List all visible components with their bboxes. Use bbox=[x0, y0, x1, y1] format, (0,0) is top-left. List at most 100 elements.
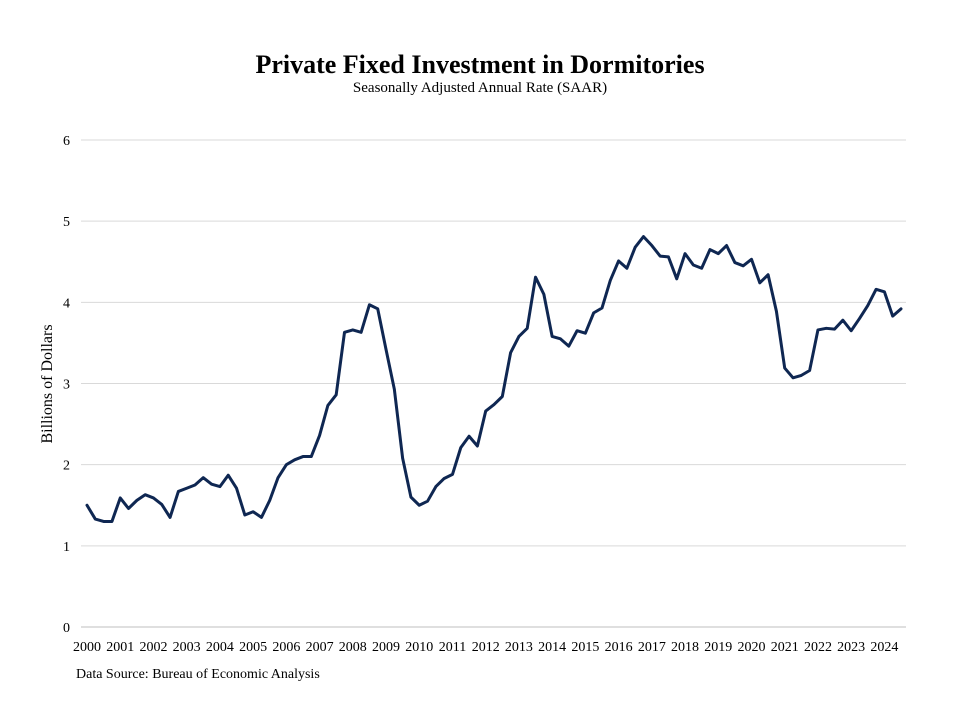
x-tick-label: 2024 bbox=[870, 640, 898, 655]
series-line bbox=[85, 235, 903, 523]
data-point bbox=[318, 434, 321, 437]
data-point bbox=[85, 504, 89, 507]
data-point bbox=[783, 366, 786, 370]
data-point bbox=[418, 504, 421, 507]
data-point bbox=[260, 516, 263, 519]
x-tick-label: 2009 bbox=[372, 640, 400, 655]
x-tick-label: 2002 bbox=[139, 640, 167, 655]
data-point bbox=[467, 435, 471, 438]
data-point bbox=[517, 335, 521, 338]
x-tick-label: 2014 bbox=[538, 640, 566, 655]
x-tick-label: 2017 bbox=[638, 640, 666, 655]
data-point bbox=[791, 376, 795, 380]
data-point bbox=[484, 409, 487, 413]
data-point bbox=[301, 455, 305, 458]
data-point bbox=[334, 393, 338, 397]
data-point bbox=[766, 273, 770, 276]
data-point bbox=[625, 267, 629, 270]
data-point bbox=[592, 311, 595, 315]
data-point bbox=[600, 306, 604, 310]
data-point bbox=[285, 463, 288, 466]
data-point bbox=[110, 520, 114, 523]
data-point bbox=[376, 307, 379, 311]
x-tick-label: 2012 bbox=[472, 640, 500, 655]
data-point bbox=[127, 507, 130, 510]
x-tick-label: 2004 bbox=[206, 640, 234, 655]
data-point bbox=[550, 335, 554, 338]
data-point bbox=[899, 307, 903, 311]
data-point bbox=[426, 499, 429, 503]
data-point bbox=[393, 387, 396, 391]
data-point bbox=[227, 474, 230, 477]
data-point bbox=[534, 275, 537, 279]
x-tick-label: 2000 bbox=[73, 640, 101, 655]
data-point bbox=[808, 369, 811, 372]
data-point bbox=[492, 403, 496, 406]
data-point bbox=[476, 444, 479, 448]
data-point bbox=[542, 293, 546, 296]
data-point bbox=[409, 495, 413, 499]
data-point bbox=[152, 496, 155, 500]
x-tick-label: 2001 bbox=[106, 640, 134, 655]
data-point bbox=[401, 456, 404, 460]
y-tick-label: 0 bbox=[63, 621, 70, 636]
data-point bbox=[874, 288, 878, 291]
data-point bbox=[883, 290, 886, 293]
data-point bbox=[251, 510, 255, 513]
data-point bbox=[667, 255, 670, 259]
y-tick-label: 6 bbox=[63, 134, 70, 149]
data-point bbox=[94, 517, 97, 521]
y-tick-label: 3 bbox=[63, 378, 70, 393]
x-tick-label: 2003 bbox=[173, 640, 201, 655]
data-point bbox=[708, 248, 712, 251]
data-point bbox=[609, 279, 612, 282]
x-tick-label: 2023 bbox=[837, 640, 865, 655]
chart-subtitle: Seasonally Adjusted Annual Rate (SAAR) bbox=[352, 80, 608, 96]
x-tick-label: 2006 bbox=[272, 640, 300, 655]
data-point bbox=[326, 404, 330, 407]
data-point bbox=[750, 258, 753, 261]
y-tick-label: 4 bbox=[63, 296, 70, 311]
data-point bbox=[758, 281, 761, 285]
data-point bbox=[177, 490, 180, 493]
data-point bbox=[434, 485, 438, 488]
data-point bbox=[692, 263, 695, 267]
data-point bbox=[584, 331, 587, 335]
data-point bbox=[351, 328, 354, 332]
data-point bbox=[459, 446, 462, 449]
data-point bbox=[725, 244, 728, 247]
data-point bbox=[293, 458, 296, 461]
data-point bbox=[733, 261, 737, 264]
x-tick-label: 2021 bbox=[771, 640, 799, 655]
data-point bbox=[717, 252, 720, 255]
data-point bbox=[642, 235, 645, 238]
data-point bbox=[143, 493, 147, 496]
x-tick-label: 2015 bbox=[571, 640, 599, 655]
data-point bbox=[160, 503, 163, 506]
x-tick-label: 2011 bbox=[439, 640, 466, 655]
chart-title: Private Fixed Investment in Dormitories bbox=[255, 50, 705, 79]
data-point bbox=[650, 244, 654, 247]
data-point bbox=[849, 329, 853, 332]
x-tick-label: 2005 bbox=[239, 640, 267, 655]
data-point bbox=[218, 485, 222, 488]
x-tick-label: 2008 bbox=[339, 640, 367, 655]
data-point bbox=[617, 259, 620, 263]
data-point bbox=[343, 331, 346, 334]
data-point bbox=[891, 314, 894, 318]
data-point bbox=[119, 496, 122, 500]
data-point bbox=[276, 476, 280, 479]
data-point bbox=[243, 513, 247, 517]
data-source-note: Data Source: Bureau of Economic Analysis bbox=[76, 667, 320, 682]
data-point bbox=[800, 374, 803, 377]
data-point bbox=[700, 267, 703, 270]
data-point bbox=[368, 303, 371, 306]
y-tick-label: 1 bbox=[63, 540, 70, 555]
data-point bbox=[841, 318, 845, 322]
data-point bbox=[501, 395, 504, 398]
data-point bbox=[634, 245, 637, 249]
data-point bbox=[866, 304, 869, 307]
data-point bbox=[268, 499, 271, 502]
gridlines bbox=[81, 139, 906, 547]
